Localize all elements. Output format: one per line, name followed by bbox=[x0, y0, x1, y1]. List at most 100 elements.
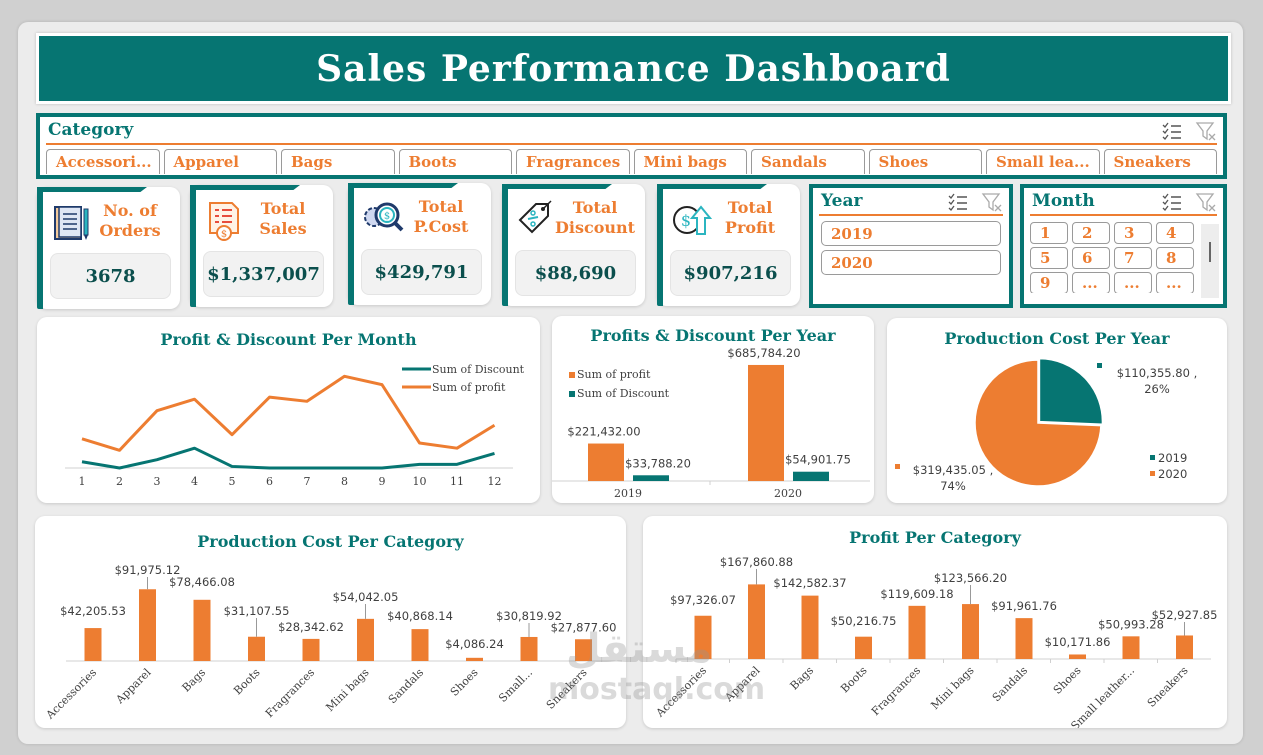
category-profit-chart-svg: $97,326.07 Accessories $167,860.88 Apparel $… bbox=[653, 555, 1218, 728]
kpi-value: $907,216 bbox=[670, 250, 791, 296]
multi-select-icon[interactable] bbox=[947, 192, 969, 212]
clear-filter-icon[interactable] bbox=[1195, 192, 1217, 212]
dashboard-header: Sales Performance Dashboard bbox=[36, 33, 1231, 104]
category-chip[interactable]: Boots bbox=[398, 149, 512, 174]
chart-title: Profit & Discount Per Month bbox=[160, 330, 417, 349]
clear-filter-icon[interactable] bbox=[1195, 121, 1217, 141]
category-chip[interactable]: Small lea... bbox=[986, 149, 1100, 174]
data-label: $142,582.37 bbox=[773, 576, 846, 590]
month-chip[interactable]: 8 bbox=[1156, 247, 1194, 269]
x-tick-label: 2020 bbox=[774, 487, 802, 500]
svg-text:$: $ bbox=[221, 229, 227, 240]
month-chip[interactable]: 7 bbox=[1114, 247, 1152, 269]
category-chip[interactable]: Mini bags bbox=[633, 149, 747, 174]
data-label: 74% bbox=[940, 479, 966, 493]
chart-production-cost-year: Production Cost Per Year $110,355.80 , 26… bbox=[887, 318, 1227, 503]
month-chip[interactable]: ... bbox=[1114, 272, 1152, 293]
category-chip[interactable]: Sandals bbox=[751, 149, 865, 174]
kpi-value: 3678 bbox=[50, 253, 171, 299]
bar bbox=[357, 618, 374, 661]
category-slicer: Category Accessori... Apparel Bags Boots Fra… bbox=[36, 113, 1227, 179]
bar bbox=[302, 638, 320, 661]
bar bbox=[633, 475, 669, 481]
category-chip[interactable]: Shoes bbox=[868, 149, 982, 174]
bar bbox=[748, 584, 765, 659]
category-chip[interactable]: Accessori... bbox=[46, 149, 160, 174]
x-tick-label: Boots bbox=[838, 664, 870, 696]
legend-label: Sum of Discount bbox=[432, 363, 525, 376]
month-chip[interactable]: ... bbox=[1072, 272, 1110, 293]
category-chip[interactable]: Sneakers bbox=[1103, 149, 1217, 174]
x-tick-label: 12 bbox=[488, 475, 502, 488]
multi-select-icon[interactable] bbox=[1161, 121, 1183, 141]
bar bbox=[248, 636, 265, 661]
legend-swatch bbox=[1150, 455, 1155, 460]
pie-chart-svg: $110,355.80 , 26% $319,435.05 , 74% 2019 2020 bbox=[895, 357, 1197, 493]
bar bbox=[520, 636, 538, 661]
profit-arrow-icon: $ bbox=[673, 205, 713, 235]
legend-swatch bbox=[569, 372, 575, 378]
x-tick-label: Fragrances bbox=[263, 666, 317, 720]
x-tick-label: 7 bbox=[304, 475, 311, 488]
x-tick-label: 1 bbox=[79, 475, 86, 488]
month-chip[interactable]: 1 bbox=[1030, 222, 1068, 244]
bar bbox=[748, 364, 784, 481]
category-chip[interactable]: Fragrances bbox=[516, 149, 630, 174]
year-chip-2020[interactable]: 2020 bbox=[821, 250, 1001, 275]
month-chip-grid: 1 2 3 4 5 6 7 8 9......... bbox=[1030, 222, 1223, 293]
series-line-discount bbox=[81, 446, 495, 470]
legend-label: Sum of profit bbox=[577, 368, 651, 381]
data-label: $33,788.20 bbox=[625, 456, 691, 470]
month-chip[interactable]: 9 bbox=[1030, 272, 1068, 293]
month-slicer-scrollbar[interactable] bbox=[1201, 224, 1219, 298]
category-slicer-header: Category bbox=[46, 117, 1217, 145]
month-slicer-header: Month bbox=[1030, 188, 1217, 216]
data-label: $52,927.85 bbox=[1152, 608, 1218, 622]
month-chip[interactable]: 4 bbox=[1156, 222, 1194, 244]
category-chip[interactable]: Apparel bbox=[163, 149, 277, 174]
data-label: $4,086.24 bbox=[445, 637, 504, 651]
label-marker bbox=[895, 464, 900, 469]
month-chip[interactable]: 3 bbox=[1114, 222, 1152, 244]
kpi-card: $ Total Profit $907,216 bbox=[657, 184, 800, 306]
kpi-label: Total Sales bbox=[259, 199, 307, 238]
data-label: $50,993.28 bbox=[1098, 617, 1164, 631]
category-chip[interactable]: Bags bbox=[281, 149, 395, 174]
month-chip[interactable]: ... bbox=[1156, 272, 1194, 293]
bar bbox=[588, 443, 624, 481]
bar bbox=[1122, 636, 1140, 659]
clear-filter-icon[interactable] bbox=[981, 192, 1003, 212]
category-chip-list: Accessori... Apparel Bags Boots Fragrances Mi… bbox=[46, 149, 1217, 174]
month-chip[interactable]: 5 bbox=[1030, 247, 1068, 269]
data-label: $31,107.55 bbox=[224, 604, 290, 618]
x-tick-label: 8 bbox=[341, 475, 348, 488]
x-tick-label: Sandals bbox=[386, 666, 427, 707]
kpi-label: Total Discount bbox=[555, 198, 636, 237]
month-chip[interactable]: 6 bbox=[1072, 247, 1110, 269]
data-label: $54,901.75 bbox=[785, 453, 851, 467]
data-label: $54,042.05 bbox=[333, 590, 399, 604]
chart-title: Profit Per Category bbox=[849, 528, 1021, 547]
bar bbox=[793, 471, 829, 481]
year-bar-chart-svg: $221,432.00 $33,788.20 2019 $685,784.20 $54,… bbox=[552, 346, 870, 500]
kpi-value: $88,690 bbox=[515, 250, 636, 296]
legend-label: 2019 bbox=[1158, 451, 1187, 465]
data-label: $97,326.07 bbox=[670, 593, 736, 607]
x-tick-label: 11 bbox=[450, 475, 464, 488]
kpi-card: $ Total P.Cost $429,791 bbox=[348, 183, 491, 305]
invoice-icon: $ bbox=[209, 202, 239, 241]
x-tick-label: Sandals bbox=[990, 664, 1031, 705]
month-slicer: Month 1 2 3 4 5 6 7 8 9......... bbox=[1020, 184, 1227, 308]
year-chip-2019[interactable]: 2019 bbox=[821, 221, 1001, 246]
month-slicer-title: Month bbox=[1032, 191, 1095, 211]
x-tick-label: 3 bbox=[154, 475, 161, 488]
x-tick-label: Shoes bbox=[448, 666, 481, 699]
multi-select-icon[interactable] bbox=[1161, 192, 1183, 212]
x-tick-label: 6 bbox=[266, 475, 273, 488]
label-marker bbox=[1097, 363, 1102, 368]
month-chip[interactable]: 2 bbox=[1072, 222, 1110, 244]
kpi-value: $1,337,007 bbox=[203, 251, 324, 297]
x-tick-label: Apparel bbox=[113, 666, 154, 707]
bar bbox=[139, 589, 156, 661]
